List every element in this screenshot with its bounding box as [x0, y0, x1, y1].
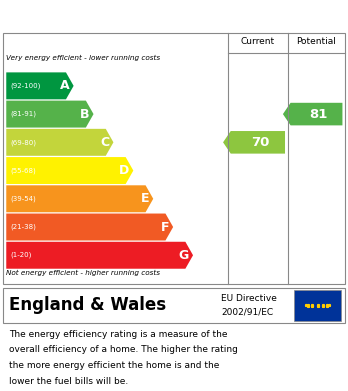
Polygon shape: [6, 157, 133, 184]
Text: Energy Efficiency Rating: Energy Efficiency Rating: [9, 8, 230, 23]
Text: 70: 70: [251, 136, 269, 149]
Text: E: E: [141, 192, 149, 205]
Text: (55-68): (55-68): [10, 167, 36, 174]
Polygon shape: [223, 131, 285, 154]
Text: D: D: [119, 164, 129, 177]
Text: 81: 81: [310, 108, 328, 120]
Text: B: B: [80, 108, 89, 120]
Text: (1-20): (1-20): [10, 252, 32, 258]
Text: The energy efficiency rating is a measure of the: The energy efficiency rating is a measur…: [9, 330, 227, 339]
Text: (21-38): (21-38): [10, 224, 36, 230]
Polygon shape: [6, 72, 74, 99]
Text: Potential: Potential: [296, 37, 337, 46]
Text: 2002/91/EC: 2002/91/EC: [221, 308, 273, 317]
Polygon shape: [283, 103, 342, 126]
Text: lower the fuel bills will be.: lower the fuel bills will be.: [9, 377, 128, 386]
Polygon shape: [6, 129, 113, 156]
Text: (81-91): (81-91): [10, 111, 37, 117]
Text: Very energy efficient - lower running costs: Very energy efficient - lower running co…: [6, 55, 160, 61]
Text: F: F: [160, 221, 169, 233]
Text: A: A: [60, 79, 70, 92]
Polygon shape: [6, 185, 153, 212]
Text: (92-100): (92-100): [10, 83, 41, 89]
Text: Not energy efficient - higher running costs: Not energy efficient - higher running co…: [6, 270, 160, 276]
Text: the more energy efficient the home is and the: the more energy efficient the home is an…: [9, 361, 219, 370]
Text: England & Wales: England & Wales: [9, 296, 166, 314]
Text: C: C: [100, 136, 109, 149]
Text: (69-80): (69-80): [10, 139, 37, 145]
Polygon shape: [6, 100, 94, 127]
FancyBboxPatch shape: [294, 290, 341, 321]
Text: (39-54): (39-54): [10, 196, 36, 202]
Text: Current: Current: [241, 37, 275, 46]
Text: EU Directive: EU Directive: [221, 294, 277, 303]
Text: G: G: [179, 249, 189, 262]
Polygon shape: [6, 213, 173, 240]
Polygon shape: [6, 242, 193, 269]
Text: overall efficiency of a home. The higher the rating: overall efficiency of a home. The higher…: [9, 346, 238, 355]
